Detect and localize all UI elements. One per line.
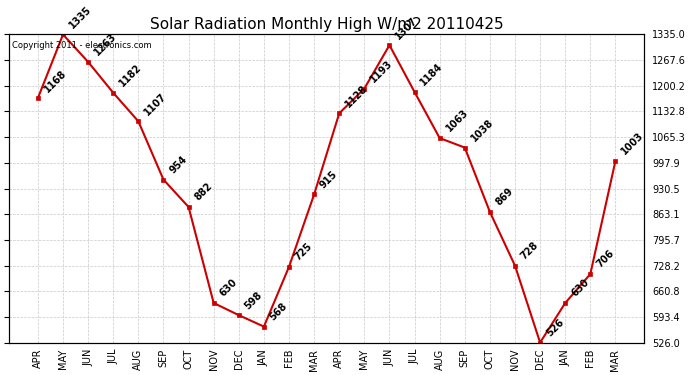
Text: 1335: 1335 — [67, 4, 93, 30]
Text: 882: 882 — [193, 181, 215, 203]
Text: 706: 706 — [595, 249, 616, 270]
Text: 526: 526 — [544, 317, 566, 338]
Text: 1063: 1063 — [444, 108, 470, 134]
Text: 598: 598 — [243, 290, 264, 311]
Text: 1182: 1182 — [117, 62, 144, 88]
Text: 630: 630 — [569, 278, 591, 299]
Text: 1307: 1307 — [393, 15, 420, 41]
Text: 568: 568 — [268, 301, 290, 322]
Text: 1038: 1038 — [469, 117, 495, 143]
Text: 725: 725 — [293, 241, 315, 262]
Text: 630: 630 — [218, 278, 239, 299]
Text: 1263: 1263 — [92, 32, 119, 58]
Text: Copyright 2011 - electronics.com: Copyright 2011 - electronics.com — [12, 40, 152, 50]
Text: 1107: 1107 — [143, 91, 168, 117]
Title: Solar Radiation Monthly High W/m2 20110425: Solar Radiation Monthly High W/m2 201104… — [150, 17, 504, 32]
Text: 869: 869 — [494, 186, 515, 208]
Text: 1003: 1003 — [620, 130, 646, 157]
Text: 1184: 1184 — [419, 62, 445, 88]
Text: 1193: 1193 — [368, 58, 395, 84]
Text: 954: 954 — [168, 154, 189, 176]
Text: 915: 915 — [318, 169, 339, 190]
Text: 728: 728 — [519, 240, 541, 261]
Text: 1168: 1168 — [42, 68, 68, 94]
Text: 1128: 1128 — [344, 83, 370, 109]
